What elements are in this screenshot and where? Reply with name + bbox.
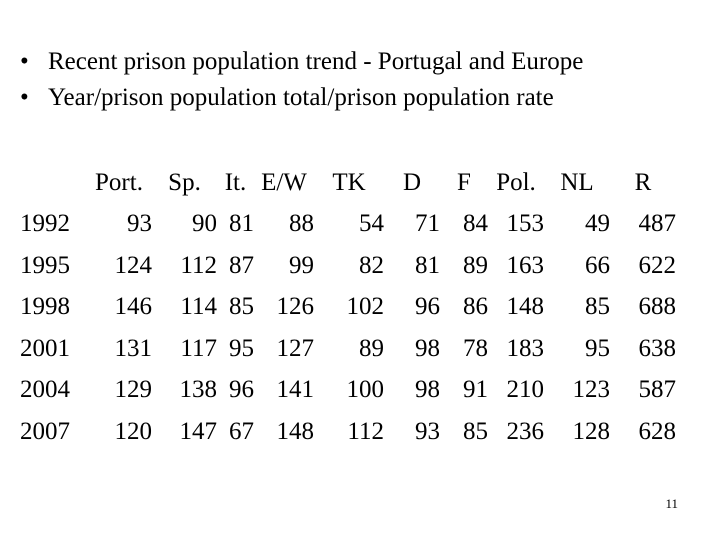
table-cell: 90 bbox=[192, 210, 217, 238]
table-cell: 78 bbox=[463, 334, 488, 362]
table-cell: 127 bbox=[276, 334, 315, 362]
table-row: 1992 93 90 81 88 54 71 84 153 49 487 bbox=[20, 204, 676, 246]
table-cell: 146 bbox=[114, 293, 153, 321]
table-cell: 131 bbox=[114, 334, 153, 362]
table-cell: 124 bbox=[114, 251, 153, 279]
table-cell: 141 bbox=[276, 376, 315, 404]
header-cell: E/W bbox=[261, 168, 307, 196]
table-cell: 93 bbox=[127, 210, 152, 238]
table-cell: 89 bbox=[359, 334, 384, 362]
bullet-text: Year/prison population total/prison popu… bbox=[48, 84, 554, 111]
header-cell: Pol. bbox=[496, 168, 536, 196]
bullet-icon: • bbox=[20, 84, 29, 111]
table-row: 1998 146 114 85 126 102 96 86 148 85 688 bbox=[20, 287, 676, 329]
table-cell: 126 bbox=[276, 293, 315, 321]
table-cell: 129 bbox=[114, 376, 153, 404]
table-cell: 148 bbox=[506, 293, 545, 321]
table-cell: 54 bbox=[359, 210, 384, 238]
table-cell: 86 bbox=[463, 293, 488, 321]
table-row: 2001 131 117 95 127 89 98 78 183 95 638 bbox=[20, 328, 676, 370]
table-cell: 91 bbox=[463, 376, 488, 404]
table-cell: 81 bbox=[415, 251, 440, 279]
table-cell: 138 bbox=[179, 376, 218, 404]
table-cell: 112 bbox=[347, 417, 384, 445]
table-cell: 100 bbox=[346, 376, 385, 404]
table-cell: 487 bbox=[638, 210, 677, 238]
year-cell: 1992 bbox=[20, 210, 70, 238]
year-cell: 1998 bbox=[20, 293, 70, 321]
year-cell: 2004 bbox=[20, 376, 70, 404]
table-cell: 84 bbox=[463, 210, 488, 238]
table-cell: 98 bbox=[415, 376, 440, 404]
table-cell: 89 bbox=[463, 251, 488, 279]
prison-population-table: Port. Sp. It. E/W TK D F Pol. NL R 1992 … bbox=[20, 162, 676, 453]
table-cell: 93 bbox=[415, 417, 440, 445]
table-cell: 147 bbox=[179, 417, 218, 445]
table-cell: 622 bbox=[638, 251, 677, 279]
header-cell: Sp. bbox=[168, 168, 201, 196]
table-header-row: Port. Sp. It. E/W TK D F Pol. NL R bbox=[20, 162, 676, 204]
table-cell: 71 bbox=[415, 210, 440, 238]
table-cell: 163 bbox=[506, 251, 545, 279]
table-cell: 82 bbox=[359, 251, 384, 279]
table-cell: 183 bbox=[506, 334, 545, 362]
table-cell: 210 bbox=[506, 376, 545, 404]
page-number: 11 bbox=[665, 496, 678, 511]
table-cell: 628 bbox=[638, 417, 677, 445]
table-cell: 114 bbox=[180, 293, 217, 321]
table-cell: 98 bbox=[415, 334, 440, 362]
table-cell: 236 bbox=[506, 417, 545, 445]
year-cell: 2007 bbox=[20, 417, 70, 445]
header-cell: D bbox=[402, 168, 422, 196]
table-cell: 148 bbox=[276, 417, 315, 445]
table-cell: 49 bbox=[585, 210, 610, 238]
bullet-icon: • bbox=[20, 48, 29, 75]
table-row: 1995 124 112 87 99 82 81 89 163 66 622 bbox=[20, 245, 676, 287]
header-cell: NL bbox=[560, 168, 594, 196]
table-cell: 66 bbox=[585, 251, 610, 279]
table-cell: 87 bbox=[229, 251, 254, 279]
table-cell: 67 bbox=[229, 417, 254, 445]
table-cell: 85 bbox=[585, 293, 610, 321]
table-row: 2004 129 138 96 141 100 98 91 210 123 58… bbox=[20, 370, 676, 412]
table-cell: 85 bbox=[229, 293, 254, 321]
table-cell: 99 bbox=[289, 251, 314, 279]
header-cell: R bbox=[634, 168, 652, 196]
bullet-item: • Year/prison population total/prison pop… bbox=[20, 80, 583, 116]
table-cell: 117 bbox=[180, 334, 217, 362]
table-cell: 123 bbox=[572, 376, 611, 404]
header-cell bbox=[20, 162, 86, 204]
table-cell: 587 bbox=[638, 376, 677, 404]
table-cell: 85 bbox=[463, 417, 488, 445]
table-cell: 153 bbox=[506, 210, 545, 238]
table-cell: 120 bbox=[114, 417, 153, 445]
year-cell: 1995 bbox=[20, 251, 70, 279]
table-row: 2007 120 147 67 148 112 93 85 236 128 62… bbox=[20, 411, 676, 453]
header-cell: It. bbox=[224, 168, 247, 196]
table-cell: 102 bbox=[346, 293, 385, 321]
table-cell: 88 bbox=[289, 210, 314, 238]
bullet-list: • Recent prison population trend - Portug… bbox=[20, 44, 583, 116]
table-cell: 81 bbox=[229, 210, 254, 238]
bullet-text: Recent prison population trend - Portuga… bbox=[48, 48, 584, 75]
table-cell: 95 bbox=[585, 334, 610, 362]
table-cell: 128 bbox=[572, 417, 611, 445]
header-cell: TK bbox=[332, 168, 366, 196]
table-cell: 638 bbox=[638, 334, 677, 362]
bullet-item: • Recent prison population trend - Portug… bbox=[20, 44, 583, 80]
table-cell: 688 bbox=[638, 293, 677, 321]
table-cell: 96 bbox=[415, 293, 440, 321]
table-cell: 95 bbox=[229, 334, 254, 362]
table-cell: 96 bbox=[229, 376, 254, 404]
table-cell: 112 bbox=[180, 251, 217, 279]
year-cell: 2001 bbox=[20, 334, 70, 362]
header-cell: F bbox=[457, 168, 471, 196]
header-cell: Port. bbox=[95, 168, 143, 196]
